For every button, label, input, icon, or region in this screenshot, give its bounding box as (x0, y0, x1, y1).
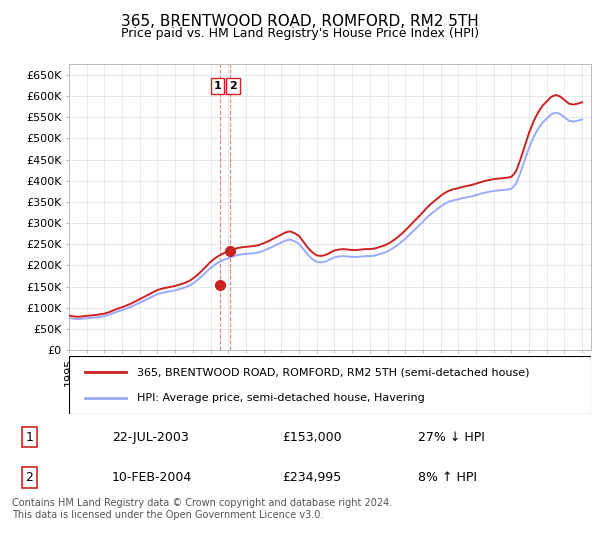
Text: HPI: Average price, semi-detached house, Havering: HPI: Average price, semi-detached house,… (137, 393, 425, 403)
Text: 1: 1 (26, 431, 34, 444)
Text: Contains HM Land Registry data © Crown copyright and database right 2024.
This d: Contains HM Land Registry data © Crown c… (12, 498, 392, 520)
Text: 22-JUL-2003: 22-JUL-2003 (112, 431, 188, 444)
Text: 8% ↑ HPI: 8% ↑ HPI (418, 471, 476, 484)
Text: 27% ↓ HPI: 27% ↓ HPI (418, 431, 484, 444)
Text: 2: 2 (229, 81, 237, 91)
Text: £153,000: £153,000 (283, 431, 342, 444)
Text: 365, BRENTWOOD ROAD, ROMFORD, RM2 5TH: 365, BRENTWOOD ROAD, ROMFORD, RM2 5TH (121, 14, 479, 29)
Text: 10-FEB-2004: 10-FEB-2004 (112, 471, 192, 484)
Text: £234,995: £234,995 (283, 471, 341, 484)
Text: 365, BRENTWOOD ROAD, ROMFORD, RM2 5TH (semi-detached house): 365, BRENTWOOD ROAD, ROMFORD, RM2 5TH (s… (137, 367, 529, 377)
Text: 2: 2 (26, 471, 34, 484)
Text: 1: 1 (214, 81, 221, 91)
Text: Price paid vs. HM Land Registry's House Price Index (HPI): Price paid vs. HM Land Registry's House … (121, 27, 479, 40)
